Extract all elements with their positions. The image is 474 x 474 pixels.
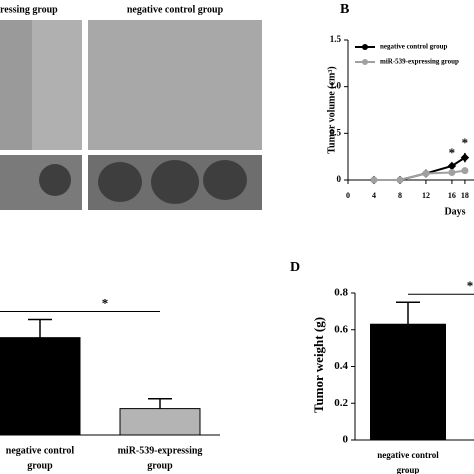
point — [422, 169, 430, 177]
point — [396, 176, 404, 184]
tumor-photo — [151, 160, 199, 204]
x-tick-label: 16 — [448, 191, 456, 200]
photo — [88, 20, 262, 150]
photo — [32, 20, 82, 150]
x-tick-label: group — [397, 465, 420, 474]
point — [461, 167, 469, 175]
x-tick-label: negative control — [6, 445, 75, 456]
tumor-photo — [203, 160, 247, 200]
legend-marker — [362, 44, 368, 50]
point — [370, 176, 378, 184]
x-tick-label: 8 — [398, 191, 402, 200]
x-axis-title: Days — [444, 206, 465, 217]
x-tick-label: 4 — [372, 191, 376, 200]
y-tick-label: 0 — [337, 174, 342, 184]
y-tick-label: 1.0 — [330, 81, 342, 91]
y-tick-label: 1.5 — [330, 34, 342, 44]
photo-label: ressing group — [0, 4, 58, 15]
x-tick-label: miR-539-expressing — [118, 445, 203, 456]
photo-label: negative control group — [127, 4, 224, 15]
y-tick-label: 0.2 — [334, 397, 348, 409]
x-tick-label: group — [147, 460, 173, 471]
bar — [370, 323, 446, 441]
point — [460, 153, 470, 162]
y-axis-title: Tumor volume (cm³) — [326, 66, 337, 153]
legend-label: miR-539-expressing group — [380, 58, 459, 66]
bar — [0, 337, 81, 436]
y-tick-label: 0 — [343, 434, 349, 446]
x-tick-label: 18 — [461, 191, 469, 200]
point — [447, 161, 457, 171]
legend-label: negative control group — [380, 43, 448, 51]
significance-mark: * — [462, 135, 469, 150]
tumor-photo — [39, 164, 71, 196]
x-tick-label: 0 — [346, 191, 350, 200]
legend-marker — [362, 59, 368, 65]
y-tick-label: 0.6 — [334, 323, 348, 335]
panel-letter: D — [290, 260, 300, 275]
panel-a-photos: ressing group negative control group — [0, 4, 262, 210]
x-tick-label: negative control — [377, 450, 439, 460]
tumor-photo — [98, 162, 142, 202]
panel-letter: B — [340, 2, 349, 17]
x-tick-label: group — [27, 460, 53, 471]
y-tick-label: 0.4 — [334, 360, 348, 372]
significance-mark: * — [449, 145, 456, 160]
y-tick-label: 0.5 — [330, 127, 342, 137]
x-tick-label: 12 — [422, 191, 430, 200]
y-tick-label: 0.8 — [334, 287, 348, 299]
bar — [119, 408, 201, 436]
significance-mark: * — [102, 295, 109, 310]
point — [448, 169, 456, 177]
y-axis-title: Tumor weight (g) — [311, 317, 326, 413]
significance-mark: * — [467, 278, 474, 293]
